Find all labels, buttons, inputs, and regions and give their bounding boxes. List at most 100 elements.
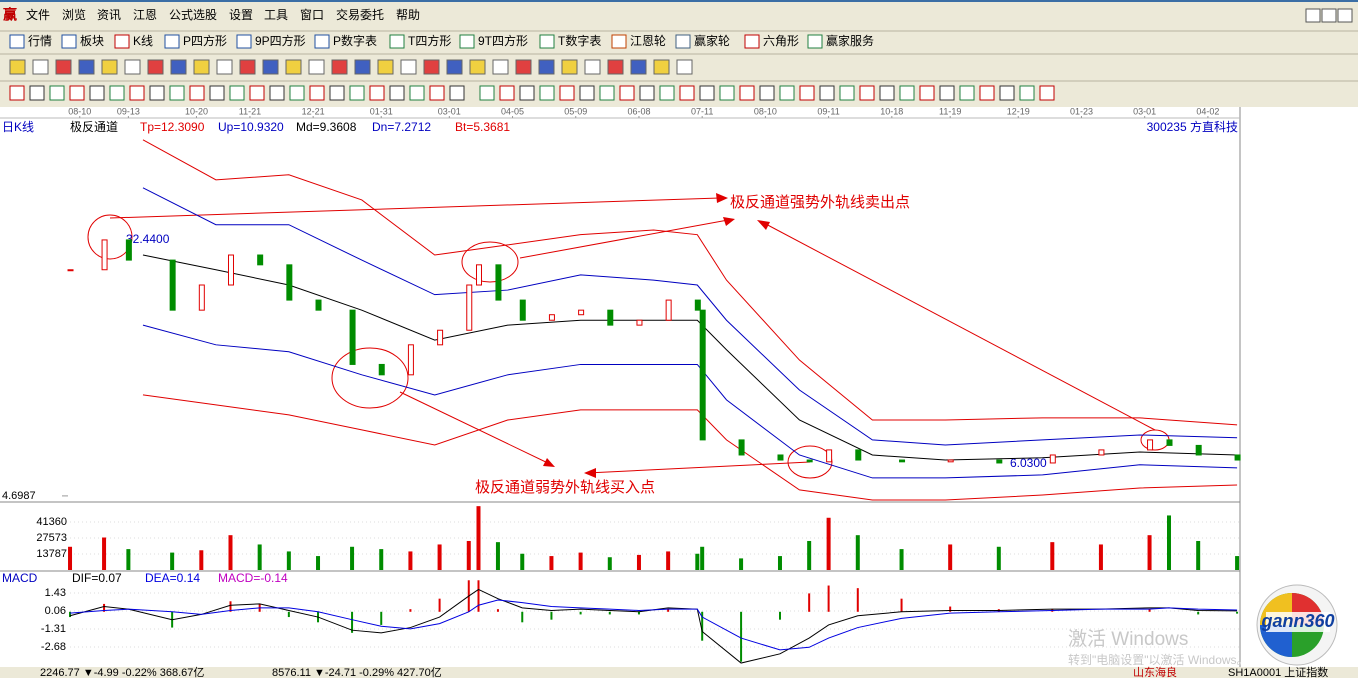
tool-icon[interactable] <box>9 85 25 101</box>
tool-icon[interactable] <box>209 85 225 101</box>
tool-icon[interactable] <box>149 85 165 101</box>
tool-icon[interactable] <box>459 34 475 49</box>
menu-item[interactable]: 公式选股 <box>169 8 217 22</box>
tool-icon[interactable] <box>170 59 187 75</box>
tool-icon[interactable] <box>759 85 775 101</box>
tool-icon[interactable] <box>639 85 655 101</box>
tool-icon[interactable] <box>659 85 675 101</box>
menu-item[interactable]: 资讯 <box>97 8 121 22</box>
menu-item[interactable]: 浏览 <box>62 7 86 22</box>
tool-icon[interactable] <box>29 85 45 101</box>
tool-icon[interactable] <box>719 85 735 101</box>
tool-icon[interactable] <box>193 59 210 75</box>
tool-icon[interactable] <box>369 85 385 101</box>
tool-icon[interactable] <box>939 85 955 101</box>
tool-icon[interactable] <box>919 85 935 101</box>
tool-icon[interactable] <box>559 85 575 101</box>
close[interactable] <box>1337 8 1353 23</box>
tool-icon[interactable] <box>216 59 233 75</box>
tool-icon[interactable] <box>331 59 348 75</box>
tool-icon[interactable] <box>89 85 105 101</box>
restore[interactable] <box>1321 8 1337 23</box>
tool-icon[interactable] <box>492 59 509 75</box>
tool-icon[interactable] <box>499 85 515 101</box>
tool-icon[interactable] <box>109 85 125 101</box>
menu-item[interactable]: 工具 <box>264 8 288 22</box>
tool-icon[interactable] <box>619 85 635 101</box>
tool-icon[interactable] <box>959 85 975 101</box>
tool-icon[interactable] <box>309 85 325 101</box>
tool-icon[interactable] <box>423 59 440 75</box>
menu-item[interactable]: 江恩 <box>133 8 157 22</box>
tool-icon[interactable] <box>899 85 915 101</box>
tool-icon[interactable] <box>675 34 691 49</box>
tool-icon[interactable] <box>124 59 141 75</box>
menu-item[interactable]: 帮助 <box>396 8 420 22</box>
tool-icon[interactable] <box>779 85 795 101</box>
tool-icon[interactable] <box>807 34 823 49</box>
tool-icon[interactable] <box>61 34 77 49</box>
tool-icon[interactable] <box>539 85 555 101</box>
tool-icon[interactable] <box>611 34 627 49</box>
tool-icon[interactable] <box>538 59 555 75</box>
tool-icon[interactable] <box>799 85 815 101</box>
tool-icon[interactable] <box>377 59 394 75</box>
tool-icon[interactable] <box>269 85 285 101</box>
tool-icon[interactable] <box>676 59 693 75</box>
tool-icon[interactable] <box>653 59 670 75</box>
tool-icon[interactable] <box>169 85 185 101</box>
tool-icon[interactable] <box>55 59 72 75</box>
tool-icon[interactable] <box>449 85 465 101</box>
tool-icon[interactable] <box>389 85 405 101</box>
tool-icon[interactable] <box>129 85 145 101</box>
tool-icon[interactable] <box>699 85 715 101</box>
tool-icon[interactable] <box>164 34 180 49</box>
tool-icon[interactable] <box>389 34 405 49</box>
tool-icon[interactable] <box>189 85 205 101</box>
tool-icon[interactable] <box>515 59 532 75</box>
menu-item[interactable]: 窗口 <box>300 8 324 22</box>
tool-icon[interactable] <box>249 85 265 101</box>
tool-icon[interactable] <box>9 59 26 75</box>
tool-icon[interactable] <box>78 59 95 75</box>
tool-icon[interactable] <box>349 85 365 101</box>
tool-icon[interactable] <box>262 59 279 75</box>
tool-icon[interactable] <box>229 85 245 101</box>
tool-icon[interactable] <box>239 59 256 75</box>
tool-icon[interactable] <box>879 85 895 101</box>
tool-icon[interactable] <box>1039 85 1055 101</box>
tool-icon[interactable] <box>739 85 755 101</box>
tool-icon[interactable] <box>999 85 1015 101</box>
tool-icon[interactable] <box>599 85 615 101</box>
tool-icon[interactable] <box>479 85 495 101</box>
tool-icon[interactable] <box>147 59 164 75</box>
tool-icon[interactable] <box>9 34 25 49</box>
tool-icon[interactable] <box>819 85 835 101</box>
tool-icon[interactable] <box>69 85 85 101</box>
tool-icon[interactable] <box>446 59 463 75</box>
tool-icon[interactable] <box>49 85 65 101</box>
tool-icon[interactable] <box>429 85 445 101</box>
tool-icon[interactable] <box>859 85 875 101</box>
tool-icon[interactable] <box>32 59 49 75</box>
tool-icon[interactable] <box>236 34 252 49</box>
tool-icon[interactable] <box>979 85 995 101</box>
minimize[interactable] <box>1305 8 1321 23</box>
tool-icon[interactable] <box>114 34 130 49</box>
tool-icon[interactable] <box>101 59 118 75</box>
tool-icon[interactable] <box>400 59 417 75</box>
tool-icon[interactable] <box>409 85 425 101</box>
tool-icon[interactable] <box>354 59 371 75</box>
tool-icon[interactable] <box>630 59 647 75</box>
tool-icon[interactable] <box>744 34 760 49</box>
tool-icon[interactable] <box>607 59 624 75</box>
tool-icon[interactable] <box>289 85 305 101</box>
tool-icon[interactable] <box>308 59 325 75</box>
tool-icon[interactable] <box>584 59 601 75</box>
tool-icon[interactable] <box>561 59 578 75</box>
tool-icon[interactable] <box>539 34 555 49</box>
tool-icon[interactable] <box>1019 85 1035 101</box>
tool-icon[interactable] <box>679 85 695 101</box>
tool-icon[interactable] <box>314 34 330 49</box>
tool-icon[interactable] <box>579 85 595 101</box>
